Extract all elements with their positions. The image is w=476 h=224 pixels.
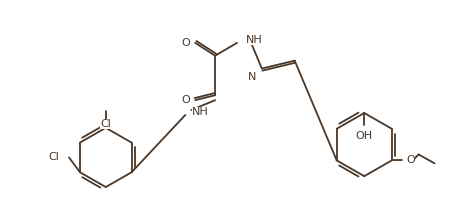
Text: O: O bbox=[181, 38, 190, 48]
Text: NH: NH bbox=[192, 107, 209, 117]
Text: O: O bbox=[407, 155, 416, 165]
Text: O: O bbox=[181, 95, 190, 105]
Text: OH: OH bbox=[356, 131, 373, 141]
Text: Cl: Cl bbox=[100, 119, 111, 129]
Text: Cl: Cl bbox=[48, 152, 59, 162]
Text: N: N bbox=[248, 71, 256, 82]
Text: NH: NH bbox=[246, 35, 263, 45]
